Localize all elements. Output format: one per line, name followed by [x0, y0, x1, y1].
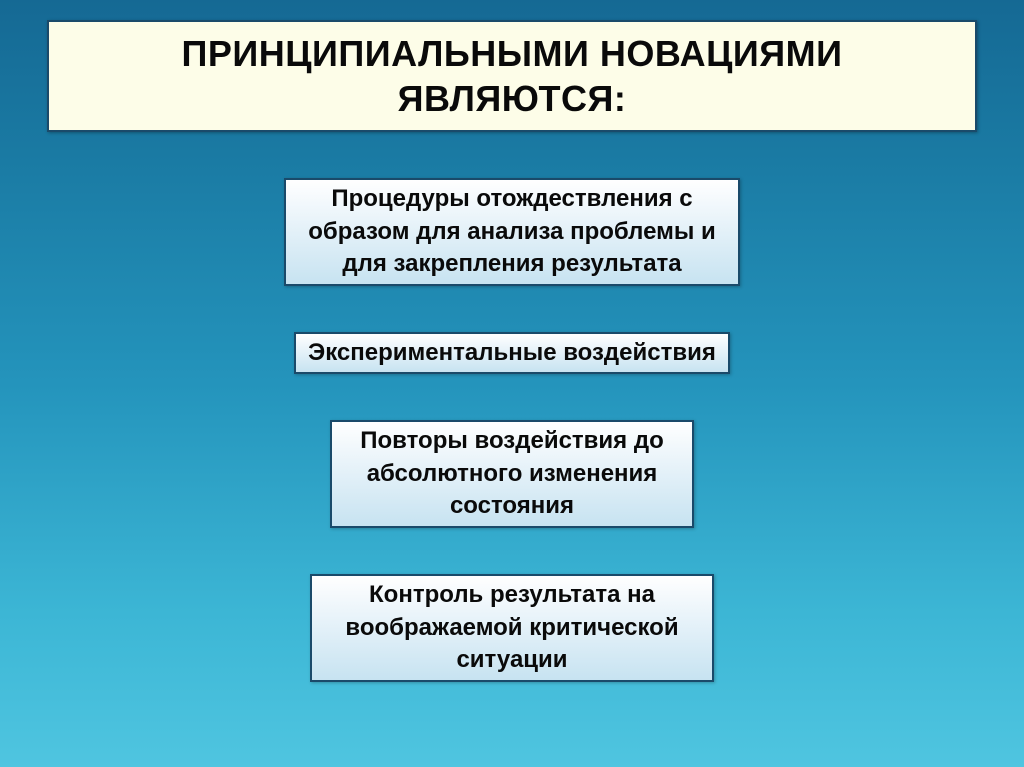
item-3-line1: Контроль результата на [369, 581, 655, 608]
item-text-0: Процедуры отождествления с образом для а… [308, 183, 716, 280]
item-3-line3: ситуации [456, 646, 567, 673]
item-text-3: Контроль результата на воображаемой крит… [345, 579, 678, 676]
item-box-0: Процедуры отождествления с образом для а… [284, 178, 740, 286]
slide-title-line1: ПРИНЦИПИАЛЬНЫМИ НОВАЦИЯМИ [182, 33, 843, 74]
item-box-2: Повторы воздействия до абсолютного измен… [330, 420, 694, 528]
item-2-line3: состояния [450, 492, 574, 519]
slide-title-line2: ЯВЛЯЮТСЯ: [398, 78, 627, 119]
item-text-1: Экспериментальные воздействия [308, 337, 716, 369]
item-box-3: Контроль результата на воображаемой крит… [310, 574, 714, 682]
item-1-line1: Экспериментальные воздействия [308, 339, 716, 366]
item-0-line1: Процедуры отождествления с [331, 185, 692, 212]
slide-title-box: ПРИНЦИПИАЛЬНЫМИ НОВАЦИЯМИ ЯВЛЯЮТСЯ: [47, 20, 977, 132]
item-0-line3: для закрепления результата [342, 250, 681, 277]
item-0-line2: образом для анализа проблемы и [308, 218, 716, 245]
item-3-line2: воображаемой критической [345, 614, 678, 641]
item-2-line1: Повторы воздействия до [360, 427, 664, 454]
item-2-line2: абсолютного изменения [367, 460, 658, 487]
item-box-1: Экспериментальные воздействия [294, 332, 730, 374]
item-text-2: Повторы воздействия до абсолютного измен… [360, 425, 664, 522]
slide-title-text: ПРИНЦИПИАЛЬНЫМИ НОВАЦИЯМИ ЯВЛЯЮТСЯ: [182, 31, 843, 121]
